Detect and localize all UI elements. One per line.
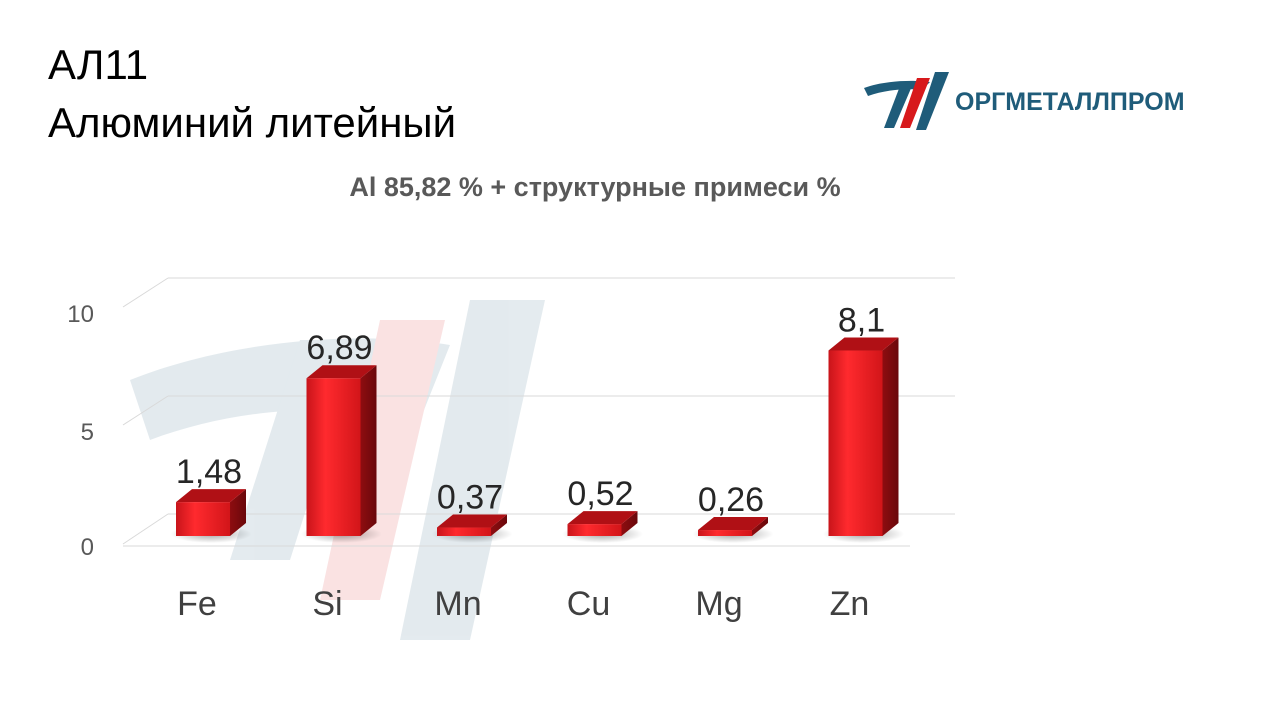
- x-tick-label: Fe: [177, 585, 217, 623]
- category-labels: Fe Si Mn Cu Mg Zn: [177, 585, 869, 623]
- data-label: 0,52: [567, 475, 633, 513]
- data-label: 0,26: [698, 481, 764, 519]
- bar-side-face: [360, 365, 377, 536]
- gridline-side: [122, 277, 169, 308]
- data-label: 1,48: [176, 453, 242, 491]
- bar-front-face: [306, 378, 361, 536]
- bar-top-face: [437, 514, 507, 528]
- bar-top-face: [698, 517, 768, 531]
- bar-front-face: [437, 527, 491, 536]
- bar-top-face: [306, 365, 377, 379]
- bar-front-face: [567, 524, 622, 536]
- chart-grid: [122, 277, 955, 547]
- chart-title: Al 85,82 % + структурные примеси %: [349, 172, 841, 202]
- logo-text-value: ОРГМЕТАЛЛПРОМ: [955, 88, 1185, 116]
- x-tick-label: Cu: [567, 585, 610, 623]
- x-tick-label: Mn: [434, 585, 481, 623]
- bar-front-face: [828, 350, 883, 536]
- data-labels: 1,48 6,89 0,37 0,52 0,26 8,1: [176, 302, 885, 520]
- bar-mn: [437, 514, 507, 536]
- x-tick-label: Mg: [695, 585, 742, 623]
- bars-group: [170, 337, 904, 543]
- bar-fe: [176, 489, 246, 536]
- y-tick-label: 5: [81, 419, 94, 446]
- orgmetallprom-logo: ОРГМЕТАЛЛПРОМ: [860, 66, 1210, 146]
- bar-front-face: [698, 530, 752, 536]
- data-label: 0,37: [437, 479, 503, 517]
- bar-zn: [828, 337, 899, 536]
- bar-side-face: [752, 517, 768, 536]
- bar-side-face: [882, 337, 899, 536]
- bar-top-face: [828, 337, 899, 351]
- x-tick-label: Zn: [830, 585, 870, 623]
- y-tick-label: 10: [67, 301, 94, 328]
- bar-top-face: [567, 511, 638, 525]
- bar-si: [306, 365, 377, 536]
- bar-side-face: [491, 514, 507, 536]
- page-subtitle: Алюминий литейный: [48, 99, 457, 146]
- bar-side-face: [621, 511, 638, 536]
- y-tick-label: 0: [81, 534, 94, 561]
- bar-front-face: [176, 502, 230, 536]
- x-tick-label: Si: [312, 585, 342, 623]
- page-title: АЛ11: [48, 41, 149, 88]
- gridline-side: [122, 513, 169, 545]
- bar-top-face: [176, 489, 246, 503]
- bar-side-face: [230, 489, 246, 536]
- logo-mark-icon: [864, 72, 949, 130]
- logo-text: ОРГМЕТАЛЛПРОМ: [955, 88, 1185, 117]
- title-block: АЛ11 Алюминий литейный: [48, 36, 456, 152]
- gridline-side: [122, 395, 169, 426]
- y-axis-ticks: 0 5 10: [67, 301, 94, 561]
- data-label: 8,1: [838, 302, 885, 340]
- bar-cu: [567, 511, 638, 536]
- bar-mg: [698, 517, 768, 536]
- data-label: 6,89: [306, 329, 372, 367]
